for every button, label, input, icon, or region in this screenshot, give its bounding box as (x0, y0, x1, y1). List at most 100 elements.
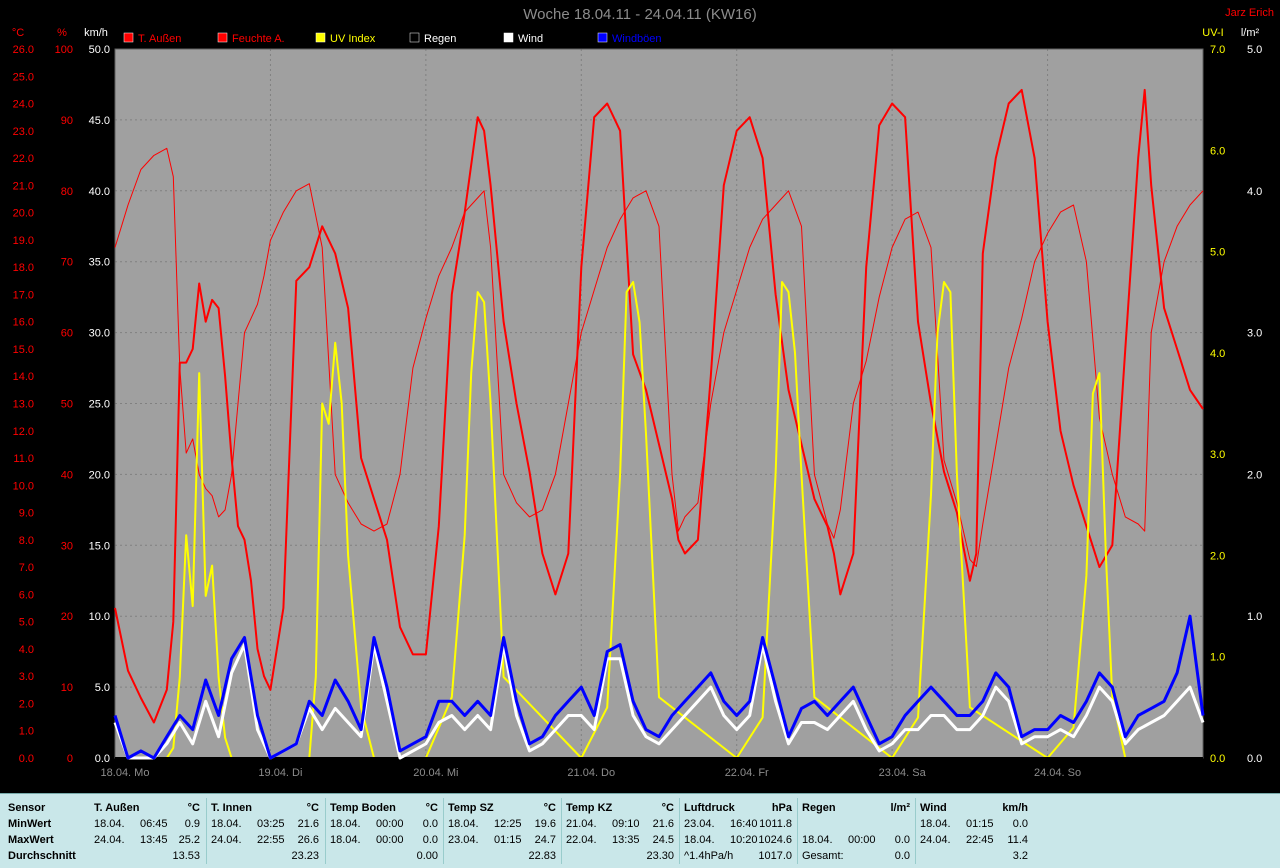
sensor-column: Sensor MinWert MaxWert Durchschnitt (8, 800, 88, 866)
stats-time: 03:25 (257, 818, 285, 830)
stats-value: 25.2 (178, 834, 200, 846)
stats-column: Temp Boden °C 18.04. 00:00 0.0 18.04. 00:00 0.0… (330, 800, 438, 866)
tick-kmh: 10.0 (89, 611, 110, 623)
weather-week-chart: Woche 18.04.11 - 24.04.11 (KW16) Jarz Eri… (12, 6, 1274, 779)
stats-date: 24.04. (920, 834, 951, 846)
tick-celsius: 18.0 (13, 262, 34, 274)
stats-value: 21.6 (297, 818, 319, 830)
tick-day: 19.04. Di (258, 767, 302, 779)
tick-uv: 2.0 (1210, 550, 1225, 562)
stats-value: 1011.8 (759, 818, 792, 830)
tick-kmh: 50.0 (89, 44, 110, 56)
stats-column-title: Temp Boden (330, 802, 396, 814)
tick-celsius: 26.0 (13, 44, 34, 56)
tick-day: 18.04. Mo (101, 767, 150, 779)
tick-percent: 20 (61, 611, 73, 623)
stats-column-unit: l/m² (890, 802, 910, 814)
tick-kmh: 25.0 (89, 399, 110, 411)
tick-uv: 1.0 (1210, 652, 1225, 664)
legend-label: T. Außen (138, 33, 181, 45)
tick-celsius: 20.0 (13, 208, 34, 220)
axis-label-kmh: km/h (84, 27, 108, 39)
tick-rain: 1.0 (1247, 611, 1262, 623)
stats-time: 16:40 (730, 818, 758, 830)
stats-column-title: T. Innen (211, 802, 252, 814)
tick-day: 22.04. Fr (725, 767, 769, 779)
stats-date: 18.04. (330, 818, 361, 830)
stats-value: 0.0 (894, 834, 910, 846)
stats-date: 18.04. (802, 834, 833, 846)
stats-value: 3.2 (1012, 850, 1028, 862)
stats-time: 22:45 (966, 834, 994, 846)
tick-kmh: 45.0 (89, 115, 110, 127)
stats-value: 22.83 (528, 850, 556, 862)
stats-column-title: Luftdruck (684, 802, 735, 814)
axis-label-celsius: °C (12, 27, 24, 39)
stats-value: 19.6 (534, 818, 556, 830)
legend-label: Feuchte A. (232, 33, 285, 45)
tick-celsius: 16.0 (13, 317, 34, 329)
stats-column-unit: °C (306, 802, 319, 814)
stats-date: 18.04. (684, 834, 715, 846)
stats-column-unit: °C (425, 802, 438, 814)
stats-date: 23.04. (684, 818, 715, 830)
tick-celsius: 1.0 (19, 726, 34, 738)
stats-date: 18.04. (920, 818, 951, 830)
stats-column-unit: km/h (1002, 802, 1028, 814)
stats-column-unit: hPa (771, 802, 792, 814)
stats-time: 09:10 (612, 818, 640, 830)
tick-rain: 4.0 (1247, 186, 1262, 198)
stats-value: 26.6 (297, 834, 319, 846)
tick-uv: 3.0 (1210, 449, 1225, 461)
tick-celsius: 24.0 (13, 99, 34, 111)
tick-celsius: 3.0 (19, 671, 34, 683)
tick-percent: 50 (61, 399, 73, 411)
tick-rain: 5.0 (1247, 44, 1262, 56)
tick-kmh: 5.0 (95, 682, 110, 694)
stats-value: 24.5 (652, 834, 674, 846)
corner-text: Jarz Erich (1225, 7, 1274, 19)
tick-celsius: 9.0 (19, 508, 34, 520)
tick-celsius: 22.0 (13, 153, 34, 165)
legend-swatch (123, 32, 134, 43)
stats-column: Temp SZ °C 18.04. 12:25 19.6 23.04. 01:15 24.7 2… (448, 800, 556, 866)
axis-label-uv: UV-I (1202, 27, 1223, 39)
stats-date: 18.04. (94, 818, 125, 830)
stats-time: 00:00 (376, 834, 404, 846)
tick-day: 21.04. Do (567, 767, 615, 779)
stats-column-title: T. Außen (94, 802, 140, 814)
stats-column-title: Regen (802, 802, 836, 814)
stats-value: 1017.0 (758, 850, 792, 862)
stats-column-title: Temp SZ (448, 802, 494, 814)
stats-column-title: Temp KZ (566, 802, 613, 814)
tick-uv: 4.0 (1210, 348, 1225, 360)
stats-column: T. Außen °C 18.04. 06:45 0.9 24.04. 13:45 25.2 1… (94, 800, 200, 866)
stats-time: 22:55 (257, 834, 285, 846)
tick-rain: 3.0 (1247, 328, 1262, 340)
tick-uv: 5.0 (1210, 247, 1225, 259)
stats-time: 01:15 (494, 834, 522, 846)
stats-column: Luftdruck hPa 23.04. 16:40 1011.8 18.04. 10:20… (684, 800, 792, 866)
legend-swatch (597, 32, 608, 43)
tick-kmh: 40.0 (89, 186, 110, 198)
stats-column-unit: °C (543, 802, 556, 814)
tick-celsius: 15.0 (13, 344, 34, 356)
tick-celsius: 12.0 (13, 426, 34, 438)
stats-column: T. Innen °C 18.04. 03:25 21.6 24.04. 22:55 26.6… (211, 800, 319, 866)
sensor-header: Sensor (8, 802, 46, 814)
stats-date: 22.04. (566, 834, 597, 846)
row-label-avg: Durchschnitt (8, 850, 76, 862)
tick-celsius: 10.0 (13, 480, 34, 492)
stats-value: 24.7 (534, 834, 556, 846)
stats-time: 13:35 (612, 834, 640, 846)
row-label-min: MinWert (8, 818, 52, 830)
tick-kmh: 20.0 (89, 469, 110, 481)
tick-kmh: 0.0 (95, 753, 110, 765)
stats-column: Temp KZ °C 21.04. 09:10 21.6 22.04. 13:35 24.5 2… (566, 800, 674, 866)
stats-date: 24.04. (211, 834, 242, 846)
tick-celsius: 5.0 (19, 617, 34, 629)
stats-time: 00:00 (848, 834, 876, 846)
tick-celsius: 4.0 (19, 644, 34, 656)
legend-label: Windböen (612, 33, 662, 45)
tick-percent: 100 (55, 44, 73, 56)
